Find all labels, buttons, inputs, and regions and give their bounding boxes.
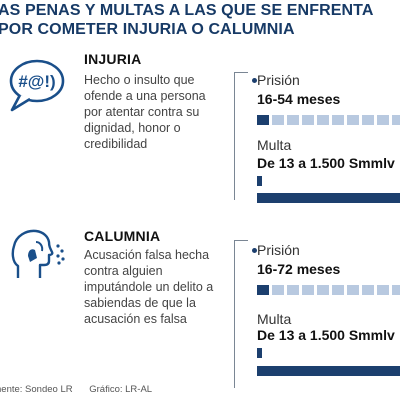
prison-bar-segment bbox=[362, 285, 374, 295]
fine-label-injuria: Multa bbox=[257, 137, 292, 153]
description-calumnia: Acusación falsa hecha contra alguien imp… bbox=[84, 248, 214, 326]
section-title-injuria: INJURIA bbox=[84, 51, 142, 67]
prison-label-injuria: Prisión bbox=[257, 72, 300, 88]
prison-value-calumnia: 16-72 meses bbox=[257, 261, 341, 277]
infographic-title: AS PENAS Y MULTAS A LAS QUE SE ENFRENTA … bbox=[0, 1, 400, 39]
prison-bar-segment bbox=[257, 285, 269, 295]
prison-bar-segment bbox=[377, 285, 389, 295]
prison-bar-segment bbox=[347, 285, 359, 295]
footer-credits: nente: Sondeo LR Gráfico: LR-AL bbox=[0, 384, 166, 395]
prison-bar-segment bbox=[377, 115, 389, 125]
fine-min-bar-calumnia bbox=[257, 348, 262, 358]
prison-bar-segment bbox=[287, 115, 299, 125]
prison-bar-segment bbox=[362, 115, 374, 125]
prison-bar-segment bbox=[317, 285, 329, 295]
footer-source: nente: Sondeo LR bbox=[0, 384, 73, 395]
bracket-tick-injuria bbox=[234, 72, 248, 73]
prison-bar-calumnia bbox=[257, 285, 400, 295]
prison-bar-segment bbox=[332, 285, 344, 295]
whispering-head-icon bbox=[6, 226, 68, 284]
fine-value-calumnia: De 13 a 1.500 Smmlv bbox=[257, 327, 395, 343]
prison-bar-segment bbox=[272, 285, 284, 295]
bracket-line-injuria bbox=[234, 72, 235, 200]
prison-dot-injuria bbox=[252, 78, 257, 83]
prison-bar-segment bbox=[257, 115, 269, 125]
bracket-tick-calumnia bbox=[234, 240, 248, 241]
prison-value-injuria: 16-54 meses bbox=[257, 91, 341, 107]
fine-min-bar-injuria bbox=[257, 176, 262, 186]
prison-bar-segment bbox=[302, 115, 314, 125]
icon-symbols-text: #@!) bbox=[18, 72, 55, 91]
prison-bar-segment bbox=[332, 115, 344, 125]
bracket-line-calumnia bbox=[234, 240, 235, 388]
section-title-calumnia: CALUMNIA bbox=[84, 228, 161, 244]
speech-bubble-symbols-icon: #@!) bbox=[6, 56, 68, 114]
description-injuria: Hecho o insulto que ofende a una persona… bbox=[84, 73, 206, 151]
prison-bar-segment bbox=[347, 115, 359, 125]
title-line-1: AS PENAS Y MULTAS A LAS QUE SE ENFRENTA bbox=[0, 2, 374, 19]
fine-max-bar-injuria bbox=[257, 193, 400, 203]
prison-dot-calumnia bbox=[252, 248, 257, 253]
fine-max-bar-calumnia bbox=[257, 366, 400, 376]
prison-bar-segment bbox=[287, 285, 299, 295]
fine-value-injuria: De 13 a 1.500 Smmlv bbox=[257, 155, 395, 171]
prison-bar-segment bbox=[392, 285, 400, 295]
prison-bar-segment bbox=[317, 115, 329, 125]
title-line-2: POR COMETER INJURIA O CALUMNIA bbox=[0, 21, 295, 38]
footer-graphic: Gráfico: LR-AL bbox=[89, 384, 153, 395]
prison-bar-segment bbox=[302, 285, 314, 295]
fine-label-calumnia: Multa bbox=[257, 311, 292, 327]
prison-bar-segment bbox=[272, 115, 284, 125]
prison-label-calumnia: Prisión bbox=[257, 242, 300, 258]
prison-bar-injuria bbox=[257, 115, 400, 125]
prison-bar-segment bbox=[392, 115, 400, 125]
